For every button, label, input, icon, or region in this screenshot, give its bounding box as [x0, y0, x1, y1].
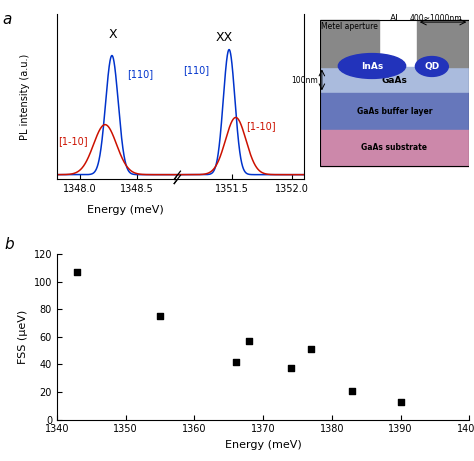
- Text: b: b: [5, 237, 14, 253]
- Ellipse shape: [338, 53, 406, 78]
- X-axis label: Energy (meV): Energy (meV): [225, 440, 301, 450]
- Y-axis label: PL intensity (a.u.): PL intensity (a.u.): [20, 53, 30, 140]
- Bar: [319, 67, 469, 93]
- Bar: [417, 20, 469, 67]
- Bar: [319, 130, 469, 166]
- Point: [308, 345, 315, 353]
- Ellipse shape: [415, 57, 448, 77]
- Point: [246, 337, 253, 344]
- Y-axis label: FSS (μeV): FSS (μeV): [18, 310, 28, 364]
- Point: [348, 387, 356, 394]
- Text: [110]: [110]: [183, 65, 210, 76]
- Text: Metel aperture: Metel aperture: [321, 22, 378, 31]
- Point: [232, 358, 239, 365]
- Text: [110]: [110]: [127, 69, 153, 79]
- Text: a: a: [2, 12, 12, 27]
- Text: 100nm: 100nm: [292, 76, 318, 84]
- Text: Al: Al: [390, 14, 399, 23]
- Text: Energy (meV): Energy (meV): [87, 205, 164, 215]
- Text: X: X: [109, 28, 118, 41]
- Point: [397, 398, 404, 405]
- Bar: [319, 20, 380, 67]
- Text: XX: XX: [216, 30, 233, 44]
- Text: 400~1000nm: 400~1000nm: [409, 14, 462, 23]
- Text: QD: QD: [424, 62, 439, 71]
- Point: [287, 365, 294, 372]
- Text: [1-10]: [1-10]: [246, 121, 276, 131]
- Text: InAs: InAs: [361, 62, 383, 71]
- Text: GaAs buffer layer: GaAs buffer layer: [357, 107, 432, 116]
- Text: GaAs: GaAs: [382, 76, 407, 84]
- Text: GaAs substrate: GaAs substrate: [362, 143, 428, 153]
- Bar: [319, 20, 469, 166]
- Point: [73, 268, 81, 276]
- Bar: [319, 93, 469, 130]
- Point: [156, 313, 164, 320]
- Text: [1-10]: [1-10]: [58, 136, 88, 146]
